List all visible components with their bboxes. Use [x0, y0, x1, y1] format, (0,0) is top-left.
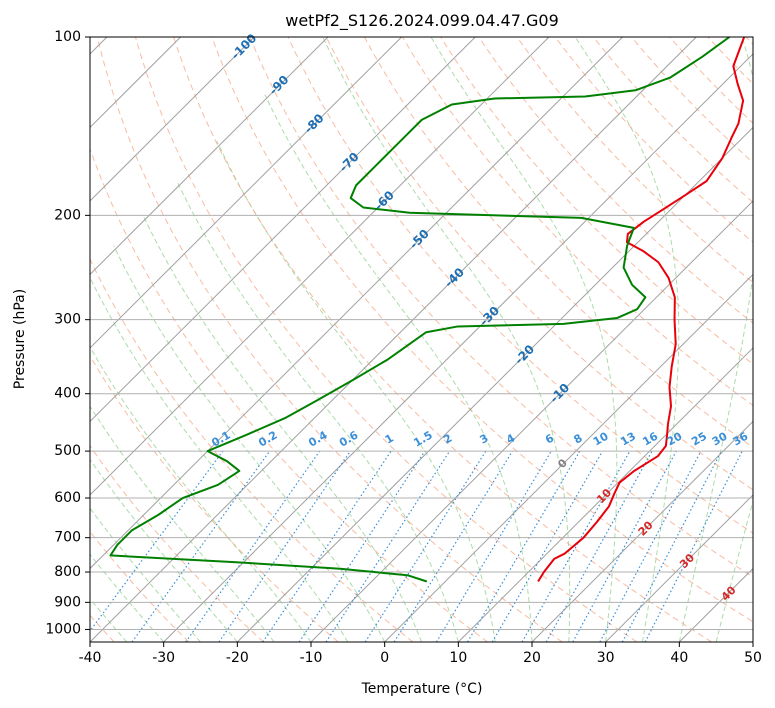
moist-adiabat — [264, 94, 533, 642]
y-tick-label: 200 — [54, 207, 81, 223]
plot-area: -100-90-80-70-60-50-40-30-20-100.1 0.2 0.4… — [90, 31, 753, 642]
moist-adiabat — [90, 276, 349, 642]
background-lines — [90, 37, 753, 642]
x-tick-label: -30 — [152, 650, 175, 666]
isotherm-line — [163, 53, 753, 642]
dry-adiabat — [325, 37, 753, 491]
isotherm-line — [90, 37, 550, 496]
isotherm-line — [90, 37, 329, 276]
mixing-ratio-line — [131, 450, 271, 642]
moist-adiabat — [715, 499, 753, 642]
x-tick-label: 10 — [449, 650, 467, 666]
mixing-ratio-line — [521, 450, 631, 642]
isotherm-line — [236, 126, 753, 642]
isotherm-line — [457, 347, 753, 642]
mixing-ratio-line — [491, 450, 604, 642]
axes: -40 -30 -20 -10 0 10 20 30 40 50 100 200 300 400 500 60… — [45, 29, 762, 666]
dry-adiabat — [516, 37, 753, 284]
y-tick-label: 1000 — [45, 621, 81, 637]
dry-adiabat — [90, 258, 414, 642]
moist-adiabat — [90, 405, 275, 642]
y-tick-label: 900 — [54, 594, 81, 610]
x-tick-label: -10 — [300, 650, 323, 666]
dry-adiabat — [211, 37, 753, 623]
mixing-ratio-line — [364, 450, 487, 642]
mixing-ratio-line — [572, 450, 677, 642]
isotherm-line — [90, 37, 402, 349]
dry-adiabat — [90, 444, 264, 642]
y-tick-label: 100 — [54, 29, 81, 45]
y-tick-label: 300 — [54, 312, 81, 328]
isotherm-line — [90, 37, 697, 642]
mixing-ratio-line — [185, 450, 321, 642]
dry-adiabat — [287, 37, 753, 534]
moist-adiabat — [176, 180, 459, 642]
mixing-ratio-line — [393, 450, 513, 642]
isotherm-line — [605, 494, 753, 642]
x-tick-label: 40 — [670, 650, 688, 666]
x-tick-label: -40 — [79, 650, 102, 666]
x-tick-label: 0 — [380, 650, 389, 666]
mixing-ratio-line — [545, 450, 653, 642]
isotherm-line — [531, 420, 753, 642]
axes-frame — [89, 36, 754, 643]
y-tick-label: 500 — [54, 443, 81, 459]
moist-adiabat — [678, 37, 753, 642]
x-tick-label: 30 — [597, 650, 615, 666]
dry-adiabat — [96, 37, 563, 642]
x-tick-label: 20 — [523, 650, 541, 666]
moist-adiabat — [113, 245, 386, 642]
isotherm-line — [384, 273, 753, 642]
mixing-ratio-line — [599, 450, 702, 642]
moist-adiabat — [90, 597, 128, 642]
mixing-ratio-line — [466, 450, 581, 642]
dry-adiabat — [631, 37, 753, 164]
dry-adiabat — [402, 37, 753, 406]
mixing-ratio-line — [218, 450, 351, 642]
isotherm-line — [90, 37, 476, 423]
moist-adiabat — [90, 458, 238, 642]
x-axis-label: Temperature (°C) — [361, 681, 483, 697]
dewpoint-profile-line — [109, 37, 731, 583]
y-tick-label: 700 — [54, 530, 81, 546]
moist-adiabat — [574, 37, 680, 642]
dry-adiabat — [478, 37, 753, 324]
isotherm-line — [90, 37, 623, 570]
y-tick-label: 800 — [54, 564, 81, 580]
mixing-ratio-line — [435, 450, 552, 642]
moist-adiabat — [142, 215, 422, 642]
dry-adiabat — [249, 37, 753, 578]
temperature-profile-line — [537, 37, 746, 583]
dry-adiabat — [173, 37, 712, 642]
dry-adiabat — [592, 37, 753, 203]
isotherm-line — [90, 37, 255, 202]
y-tick-label: 400 — [54, 386, 81, 402]
dry-adiabat — [134, 37, 638, 642]
chart-title: wetPf2_S126.2024.099.04.47.G09 — [285, 11, 559, 31]
x-tick-label: -20 — [226, 650, 249, 666]
x-tick-label: 50 — [744, 650, 762, 666]
isotherm-line — [310, 200, 753, 642]
y-tick-label: 600 — [54, 490, 81, 506]
y-axis-label: Pressure (hPa) — [12, 289, 28, 389]
